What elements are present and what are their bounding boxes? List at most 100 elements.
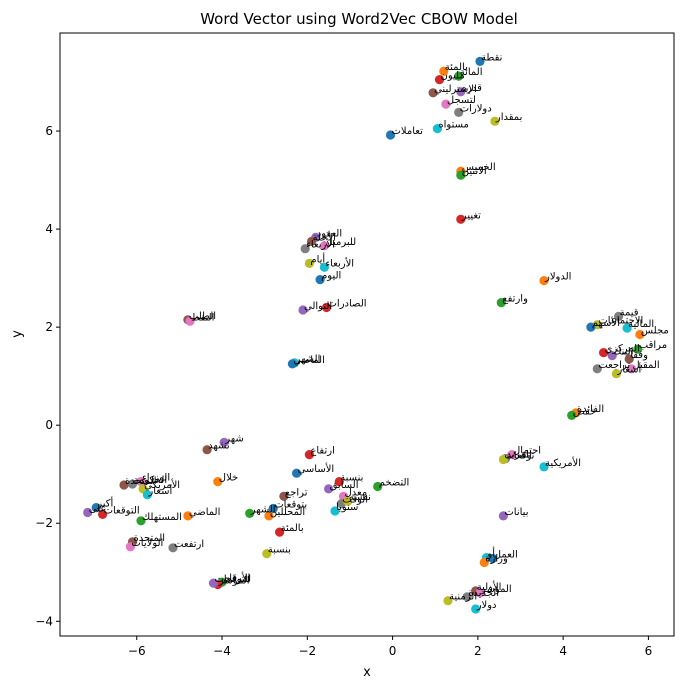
point-label: اليوم bbox=[321, 271, 341, 282]
data-point bbox=[635, 329, 645, 340]
data-point bbox=[454, 71, 464, 81]
y-tick-label: −2 bbox=[35, 516, 53, 530]
point-label: الأمريكية bbox=[545, 456, 581, 469]
point-label: بالمئة bbox=[445, 62, 468, 73]
data-point bbox=[307, 236, 317, 246]
data-point bbox=[185, 316, 195, 326]
point-label: تعاملات bbox=[392, 126, 424, 137]
x-tick-label: 4 bbox=[559, 644, 567, 658]
point-label: الدولار bbox=[544, 272, 571, 283]
point-label: الاجتماعات bbox=[598, 316, 643, 327]
data-point bbox=[456, 214, 466, 224]
point-label: معدل bbox=[345, 487, 368, 498]
data-point bbox=[439, 66, 449, 76]
data-point bbox=[567, 410, 577, 420]
data-point bbox=[315, 275, 325, 285]
point-label: الأمريكي bbox=[144, 478, 180, 491]
data-point bbox=[475, 56, 485, 66]
data-point bbox=[498, 454, 508, 465]
data-point bbox=[456, 170, 466, 180]
data-point bbox=[614, 311, 624, 321]
x-axis: −6 −4 −2 0 2 4 6 bbox=[128, 636, 652, 658]
data-point bbox=[202, 445, 212, 455]
point-label: للتوقعات bbox=[215, 574, 252, 585]
point-label: العقود bbox=[317, 228, 342, 239]
point-label: السابق bbox=[330, 480, 359, 491]
point-label: الأساسي bbox=[298, 462, 335, 475]
point-label: الولايات bbox=[131, 538, 163, 549]
data-point bbox=[599, 348, 609, 358]
data-point bbox=[119, 480, 129, 490]
point-label: وفقا bbox=[630, 350, 648, 361]
data-point bbox=[264, 511, 274, 521]
y-tick-label: −4 bbox=[35, 614, 53, 628]
point-label: توقعات bbox=[504, 451, 534, 462]
point-label: المركزي bbox=[605, 344, 640, 355]
point-label: مليون bbox=[441, 71, 465, 82]
point-label: بنسبة bbox=[268, 545, 291, 556]
data-point bbox=[490, 116, 500, 126]
point-label: المالية bbox=[628, 319, 654, 330]
point-label: دولارات bbox=[460, 103, 492, 114]
point-label: نشهد bbox=[208, 441, 230, 452]
data-point bbox=[607, 351, 617, 361]
data-point bbox=[496, 298, 506, 308]
chart-title: Word Vector using Word2Vec CBOW Model bbox=[200, 10, 518, 28]
y-tick-label: 2 bbox=[45, 320, 53, 334]
point-label: أكبر bbox=[96, 497, 113, 510]
point-label: على bbox=[89, 504, 107, 515]
data-point bbox=[324, 484, 334, 494]
point-label: لتسجل bbox=[447, 95, 476, 106]
data-point bbox=[98, 509, 108, 519]
data-point bbox=[456, 87, 466, 97]
point-label: الماضي bbox=[189, 507, 220, 518]
data-point bbox=[498, 511, 508, 521]
point-label: المستهلك bbox=[142, 512, 182, 523]
data-point bbox=[385, 130, 396, 140]
point-label: الوقت bbox=[342, 495, 368, 506]
data-point bbox=[434, 75, 445, 85]
point-label: مجلس bbox=[641, 326, 669, 337]
point-label: احتمال bbox=[513, 446, 541, 457]
data-point bbox=[586, 322, 596, 332]
point-label: المتحدة bbox=[125, 476, 157, 487]
point-label: المؤشر bbox=[480, 584, 512, 595]
point-label: للبرميل bbox=[325, 237, 356, 248]
point-label: المتحدة bbox=[134, 533, 166, 544]
data-point bbox=[611, 369, 622, 379]
point-label: الشهر bbox=[295, 354, 321, 365]
data-point bbox=[262, 549, 272, 559]
data-point bbox=[219, 437, 229, 447]
point-label: تراجعت bbox=[598, 360, 630, 371]
point-label: تغيير bbox=[461, 210, 481, 221]
point-label: بمقدار bbox=[495, 112, 522, 123]
point-label: قدره bbox=[462, 83, 482, 94]
point-label: وارتفع bbox=[502, 294, 528, 305]
data-point bbox=[279, 491, 289, 501]
data-point bbox=[373, 481, 383, 492]
data-point bbox=[208, 578, 219, 588]
data-point bbox=[213, 477, 223, 487]
point-label: الأسهم bbox=[592, 316, 620, 329]
point-label: الإسترليني bbox=[434, 84, 477, 95]
data-point bbox=[275, 527, 285, 537]
data-point bbox=[287, 359, 297, 369]
plot-frame bbox=[59, 32, 675, 637]
point-label: بالمئة bbox=[281, 523, 304, 534]
point-label: العمل bbox=[494, 550, 518, 561]
point-label: أسعار bbox=[616, 363, 641, 376]
point-label: ارتفعت bbox=[174, 539, 204, 550]
data-point bbox=[343, 496, 353, 506]
point-label: الجديدة bbox=[468, 588, 499, 599]
x-tick-label: −2 bbox=[298, 644, 316, 658]
point-label: المائة bbox=[460, 67, 483, 78]
data-point bbox=[633, 344, 643, 354]
point-label: المحللين bbox=[270, 507, 305, 518]
data-point bbox=[292, 468, 302, 478]
point-label: الاثنين bbox=[462, 166, 487, 177]
data-point bbox=[428, 88, 438, 98]
point-label: الأولية bbox=[477, 580, 502, 593]
data-point bbox=[622, 323, 632, 333]
data-point bbox=[441, 99, 451, 109]
point-label: نقطة bbox=[481, 52, 502, 63]
